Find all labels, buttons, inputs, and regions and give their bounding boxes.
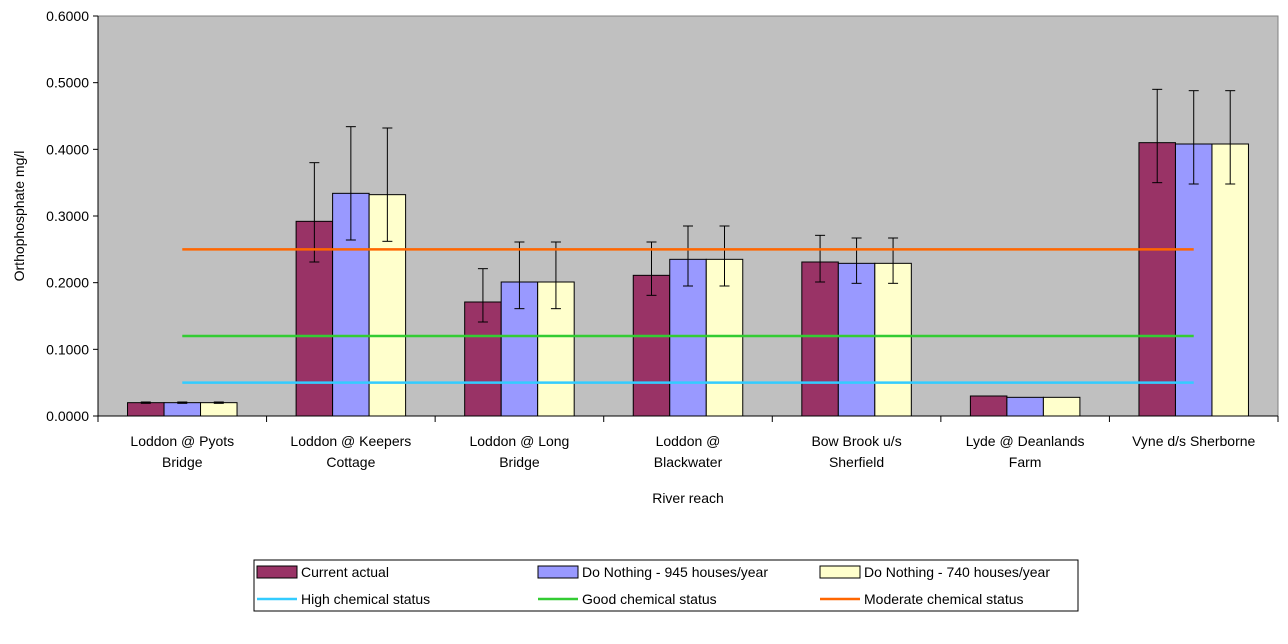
bar (969, 395, 1008, 417)
legend-label: Current actual (301, 564, 389, 580)
x-tick-label: Bridge (499, 454, 540, 470)
legend-label: Do Nothing - 945 houses/year (582, 564, 768, 580)
y-tick-label: 0.4000 (46, 141, 89, 157)
x-tick-label: Lyde @ Deanlands (966, 433, 1085, 449)
legend-box (253, 559, 1079, 612)
legend-label: Good chemical status (582, 591, 717, 607)
bar (1138, 142, 1176, 417)
bar (801, 261, 839, 417)
x-tick-label: Vyne d/s Sherborne (1132, 433, 1255, 449)
reference-lines-layer (182, 248, 1194, 384)
bar (1042, 396, 1081, 417)
axes-layer: 0.0000 0.1000 0.2000 0.3000 0.4000 0.5000 0.60… (46, 8, 1279, 470)
x-tick-label: Farm (1009, 454, 1042, 470)
x-tick-label: Cottage (326, 454, 375, 470)
bar (127, 402, 165, 417)
legend-swatch (256, 565, 298, 579)
x-tick-label: Blackwater (654, 454, 723, 470)
x-axis-label: River reach (652, 490, 724, 506)
y-tick-label: 0.6000 (46, 8, 89, 24)
bar (1174, 143, 1213, 417)
x-tick-label: Sherfield (829, 454, 884, 470)
y-tick-label: 0.3000 (46, 208, 89, 224)
legend: Current actual Do Nothing - 945 houses/ye… (253, 559, 1079, 612)
bar (163, 402, 202, 417)
legend-swatch (537, 565, 579, 579)
y-tick-label: 0.0000 (46, 408, 89, 424)
y-tick-label: 0.1000 (46, 341, 89, 357)
legend-label: High chemical status (301, 591, 430, 607)
x-tick-label: Bridge (162, 454, 203, 470)
legend-label: Moderate chemical status (864, 591, 1024, 607)
bar (1211, 143, 1249, 417)
legend-swatch (819, 565, 861, 579)
y-tick-label: 0.2000 (46, 275, 89, 291)
x-tick-label: Loddon @ Long (469, 433, 569, 449)
x-tick-label: Bow Brook u/s (811, 433, 901, 449)
bar (632, 274, 671, 417)
y-tick-label: 0.5000 (46, 75, 89, 91)
x-tick-label: Loddon @ (656, 433, 721, 449)
x-tick-label: Loddon @ Keepers (290, 433, 411, 449)
bar (200, 402, 238, 417)
bar (837, 262, 876, 417)
bar (1006, 396, 1044, 417)
x-tick-label: Loddon @ Pyots (130, 433, 234, 449)
bar (874, 262, 912, 417)
y-axis-label: Orthophosphate mg/l (11, 151, 27, 282)
legend-label: Do Nothing - 740 houses/year (864, 564, 1050, 580)
